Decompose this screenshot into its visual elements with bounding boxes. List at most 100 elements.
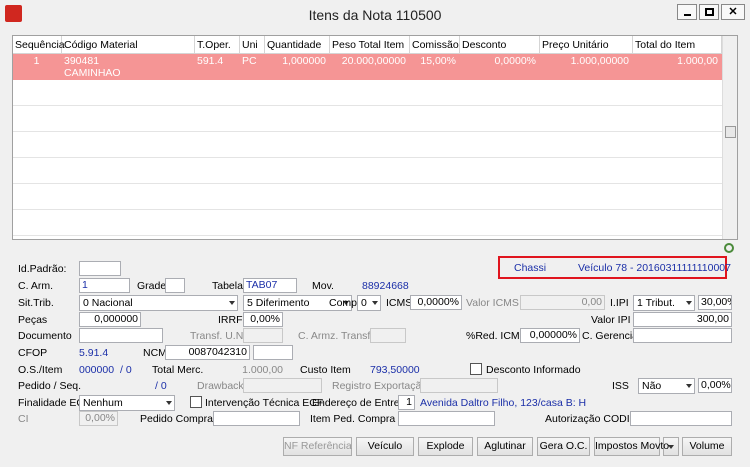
column-header[interactable]: Uni xyxy=(240,36,265,54)
select[interactable]: Não xyxy=(638,378,695,394)
text-input[interactable]: 0,00 xyxy=(520,295,605,310)
field-label: Pedido / Seq. xyxy=(18,380,82,392)
button: NF Referência xyxy=(283,437,352,456)
text-input[interactable]: 0,00% xyxy=(698,378,732,393)
window-title: Itens da Nota 110500 xyxy=(308,7,442,23)
field-label: Custo Item xyxy=(300,364,351,376)
text-input[interactable]: 0,0000% xyxy=(410,295,462,310)
text-input[interactable] xyxy=(630,411,732,426)
field-label: Tabela xyxy=(212,280,243,292)
field-label: CFOP xyxy=(18,347,48,359)
select[interactable]: Nenhum xyxy=(79,395,175,411)
field-value: 88924668 xyxy=(362,280,409,292)
grid-cell: 591.4 xyxy=(197,55,224,67)
text-input[interactable]: 0,00000% xyxy=(520,328,580,343)
column-header[interactable]: Preço Unitário xyxy=(540,36,633,54)
field-value: Avenida Daltro Filho, 123/casa B: H xyxy=(420,397,587,409)
text-input[interactable] xyxy=(165,278,185,293)
text-input[interactable]: 0087042310 xyxy=(165,345,250,360)
column-header[interactable]: Sequência xyxy=(13,36,65,54)
button[interactable]: Impostos Movto xyxy=(594,437,669,456)
button[interactable]: Aglutinar xyxy=(477,437,533,456)
field-value: 5.91.4 xyxy=(79,347,109,359)
maximize-button[interactable] xyxy=(699,4,719,20)
text-input[interactable]: 1 xyxy=(79,278,130,293)
select-arrow xyxy=(372,301,378,305)
button[interactable]: Veículo xyxy=(356,437,414,456)
column-header[interactable]: Desconto xyxy=(460,36,540,54)
text-input[interactable] xyxy=(243,328,283,343)
text-input[interactable] xyxy=(79,261,121,276)
field-label: ISS xyxy=(612,380,629,392)
minimize-button[interactable] xyxy=(677,4,697,20)
text-input[interactable] xyxy=(420,378,498,393)
field-value: / 0 xyxy=(155,380,167,392)
grid-cell: 20.000,00000 xyxy=(341,55,406,67)
text-input[interactable]: 1 xyxy=(398,395,415,410)
grid-cell: 15,00% xyxy=(420,55,456,67)
text-input[interactable]: 0,00% xyxy=(79,411,118,426)
search-icon[interactable] xyxy=(724,243,734,253)
text-input[interactable] xyxy=(243,378,322,393)
text-input[interactable] xyxy=(370,328,406,343)
button[interactable]: Volume xyxy=(682,437,732,456)
button[interactable]: Explode xyxy=(418,437,473,456)
grid-row-line xyxy=(13,80,722,106)
field-label: Intervenção Técnica ECF xyxy=(205,397,324,409)
grid-row-line xyxy=(13,158,722,184)
text-input[interactable] xyxy=(213,411,300,426)
select[interactable]: 1 Tribut. xyxy=(633,295,695,311)
field-label: %Red. ICMS xyxy=(466,330,527,342)
grid-row-line xyxy=(13,210,722,236)
title-bar: Itens da Nota 110500 ✕ xyxy=(0,0,750,30)
select-arrow xyxy=(166,401,172,405)
scroll-thumb xyxy=(725,126,736,138)
button[interactable]: Gera O.C. xyxy=(537,437,590,456)
column-header[interactable]: Quantidade xyxy=(265,36,330,54)
checkbox[interactable] xyxy=(470,363,482,375)
field-label: Pedido Compra xyxy=(140,413,213,425)
column-header[interactable]: Total do Item xyxy=(633,36,722,54)
field-label: Compl xyxy=(329,297,360,309)
grid-row-line xyxy=(13,236,722,239)
selected-row[interactable] xyxy=(13,54,722,80)
field-label: Autorização CODIF xyxy=(545,413,637,425)
field-label: Finalidade ECF xyxy=(18,397,91,409)
field-label: Mov. xyxy=(312,280,334,292)
checkbox[interactable] xyxy=(190,396,202,408)
text-input[interactable] xyxy=(633,328,732,343)
grid-cell: 0,0000% xyxy=(494,55,536,67)
text-input[interactable] xyxy=(398,411,495,426)
text-input[interactable] xyxy=(253,345,293,360)
column-header[interactable]: Código Material xyxy=(62,36,195,54)
field-label: Valor IPI xyxy=(591,314,631,326)
text-input[interactable]: 300,00 xyxy=(633,312,732,327)
close-button[interactable]: ✕ xyxy=(721,4,745,20)
grid-cell: 1.000,00000 xyxy=(570,55,629,67)
field-label: Sit.Trib. xyxy=(18,297,54,309)
text-input[interactable]: 0,00% xyxy=(243,312,283,327)
scrollbar[interactable] xyxy=(722,36,737,239)
dropdown-button[interactable] xyxy=(663,437,679,456)
column-header[interactable]: Peso Total Item xyxy=(330,36,410,54)
select[interactable]: 5 Diferimento xyxy=(243,295,352,311)
grid-cell: 1,000000 xyxy=(282,55,326,67)
field-label: Endereço de Entrega xyxy=(312,397,412,409)
field-label: Valor ICMS xyxy=(466,297,519,309)
grid-cell-description: CAMINHAO xyxy=(64,67,121,79)
grid-header xyxy=(13,36,722,54)
text-input[interactable]: 0,000000 xyxy=(79,312,141,327)
select[interactable]: 0 Nacional xyxy=(79,295,238,311)
field-label: C. Arm. xyxy=(18,280,54,292)
field-label: Documento xyxy=(18,330,72,342)
column-header[interactable]: Comissão xyxy=(410,36,460,54)
select[interactable]: 0 xyxy=(357,295,381,311)
text-input[interactable]: 30,00% xyxy=(698,295,732,310)
field-value: 1.000,00 xyxy=(242,364,283,376)
items-grid[interactable]: Sequência Código Material T.Oper. Uni Quanti… xyxy=(12,35,738,240)
grid-row-line xyxy=(13,106,722,132)
text-input[interactable]: TAB07 xyxy=(243,278,297,293)
text-input[interactable] xyxy=(79,328,163,343)
column-header[interactable]: T.Oper. xyxy=(195,36,240,54)
